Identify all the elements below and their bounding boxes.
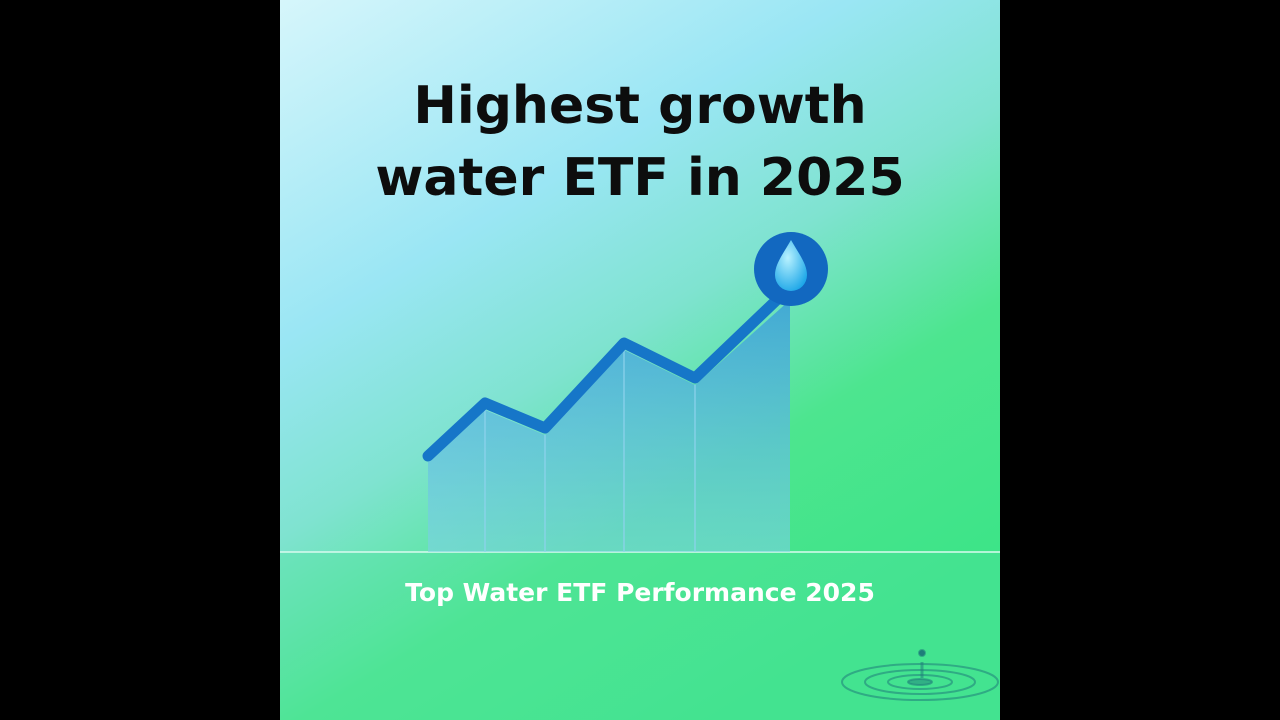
drop-icon [775,240,807,291]
ripple [841,649,999,701]
ground [280,552,1000,720]
title-line: Highest growth [413,76,866,136]
caption: Top Water ETF Performance 2025 [405,578,875,607]
area-fill [428,300,790,552]
title-line: water ETF in 2025 [375,148,904,208]
trend-line [422,286,791,462]
growth-illustration [422,232,828,552]
